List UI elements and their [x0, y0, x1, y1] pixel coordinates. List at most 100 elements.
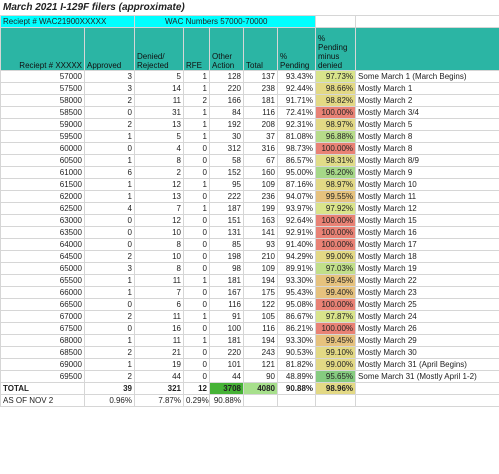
cell-total[interactable]: 116 [243, 322, 278, 335]
cell-total[interactable]: 121 [243, 358, 278, 371]
total-cell-pending[interactable]: 90.88% [276, 382, 317, 395]
cell-rfe[interactable]: 0 [183, 166, 210, 179]
cell-denied[interactable]: 12 [134, 178, 184, 191]
asof-cell-approved[interactable]: 0.96% [84, 394, 135, 407]
cell-denied[interactable]: 8 [134, 262, 184, 275]
total-cell-denied[interactable]: 321 [134, 382, 184, 395]
cell-pmd[interactable]: 100.00% [315, 298, 357, 311]
cell-pmd[interactable]: 98.97% [315, 118, 357, 131]
cell-note[interactable]: Mostly March 24 [355, 310, 499, 323]
cell-rfe[interactable]: 1 [183, 178, 210, 191]
cell-approved[interactable]: 6 [84, 166, 135, 179]
cell-approved[interactable]: 1 [84, 334, 135, 347]
cell-other[interactable]: 30 [209, 130, 244, 143]
cell-approved[interactable]: 0 [84, 214, 135, 227]
cell-other[interactable]: 91 [209, 310, 244, 323]
cell-rfe[interactable]: 0 [183, 226, 210, 239]
cell-rfe[interactable]: 1 [183, 334, 210, 347]
cell-pmd[interactable]: 100.00% [315, 214, 357, 227]
cell-id[interactable]: 57500 [0, 82, 85, 95]
cell-pending[interactable]: 91.40% [276, 238, 317, 251]
cell-total[interactable]: 199 [243, 202, 278, 215]
cell-denied[interactable]: 11 [134, 310, 184, 323]
total-cell-approved[interactable]: 39 [84, 382, 135, 395]
total-cell-other[interactable]: 3708 [209, 382, 244, 395]
cell-note[interactable]: Mostly March 2 [355, 94, 499, 107]
cell-other[interactable]: 220 [209, 346, 244, 359]
cell-approved[interactable]: 0 [84, 298, 135, 311]
cell-approved[interactable]: 3 [84, 70, 135, 83]
cell-note[interactable]: Mostly March 26 [355, 322, 499, 335]
cell-other[interactable]: 187 [209, 202, 244, 215]
cell-approved[interactable]: 2 [84, 94, 135, 107]
cell-id[interactable]: 66000 [0, 286, 85, 299]
cell-denied[interactable]: 19 [134, 358, 184, 371]
cell-denied[interactable]: 7 [134, 286, 184, 299]
cell-total[interactable]: 122 [243, 298, 278, 311]
cell-id[interactable]: 66500 [0, 298, 85, 311]
cell-note[interactable]: Mostly March 16 [355, 226, 499, 239]
cell-other[interactable]: 98 [209, 262, 244, 275]
cell-note[interactable]: Mostly March 3/4 [355, 106, 499, 119]
cell-denied[interactable]: 4 [134, 142, 184, 155]
cell-id[interactable]: 59500 [0, 130, 85, 143]
cell-denied[interactable]: 11 [134, 334, 184, 347]
cell-id[interactable]: 62500 [0, 202, 85, 215]
cell-pmd[interactable]: 99.40% [315, 286, 357, 299]
cell-pmd[interactable]: 96.20% [315, 166, 357, 179]
col-header-other[interactable]: Other Action [209, 27, 244, 71]
asof-cell-rfe[interactable]: 0.29% [183, 394, 210, 407]
cell-other[interactable]: 192 [209, 118, 244, 131]
cell-approved[interactable]: 2 [84, 250, 135, 263]
cell-id[interactable]: 67500 [0, 322, 85, 335]
cell-pending[interactable]: 98.73% [276, 142, 317, 155]
cell-rfe[interactable]: 1 [183, 82, 210, 95]
cell-pending[interactable]: 92.31% [276, 118, 317, 131]
cell-pending[interactable]: 93.97% [276, 202, 317, 215]
cell-total[interactable]: 37 [243, 130, 278, 143]
cell-denied[interactable]: 8 [134, 154, 184, 167]
cell-denied[interactable]: 13 [134, 118, 184, 131]
cell-denied[interactable]: 11 [134, 274, 184, 287]
cell-id[interactable]: 60000 [0, 142, 85, 155]
cell-other[interactable]: 198 [209, 250, 244, 263]
col-header-total[interactable]: Total [243, 27, 278, 71]
cell-rfe[interactable]: 1 [183, 274, 210, 287]
cell-pmd[interactable]: 97.73% [315, 70, 357, 83]
cell-pmd[interactable]: 99.00% [315, 358, 357, 371]
cell-denied[interactable]: 31 [134, 106, 184, 119]
cell-id[interactable]: 67000 [0, 310, 85, 323]
cell-total[interactable]: 181 [243, 94, 278, 107]
cell-denied[interactable]: 2 [134, 166, 184, 179]
cell-denied[interactable]: 8 [134, 238, 184, 251]
col-header-approved[interactable]: Approved [84, 27, 135, 71]
cell-pending[interactable]: 95.43% [276, 286, 317, 299]
total-cell-blank[interactable] [355, 382, 499, 395]
cell-pending[interactable]: 91.71% [276, 94, 317, 107]
cell-id[interactable]: 69500 [0, 370, 85, 383]
cell-pending[interactable]: 87.16% [276, 178, 317, 191]
cell-denied[interactable]: 11 [134, 94, 184, 107]
cell-approved[interactable]: 1 [84, 190, 135, 203]
subheader-wac[interactable]: WAC Numbers 57000-70000 [133, 15, 317, 28]
cell-approved[interactable]: 0 [84, 238, 135, 251]
cell-approved[interactable]: 1 [84, 358, 135, 371]
cell-note[interactable]: Mostly March 30 [355, 346, 499, 359]
cell-pmd[interactable]: 100.00% [315, 142, 357, 155]
cell-pending[interactable]: 86.67% [276, 310, 317, 323]
cell-other[interactable]: 167 [209, 286, 244, 299]
cell-id[interactable]: 65000 [0, 262, 85, 275]
cell-denied[interactable]: 16 [134, 322, 184, 335]
cell-total[interactable]: 116 [243, 106, 278, 119]
cell-denied[interactable]: 5 [134, 130, 184, 143]
cell-total[interactable]: 90 [243, 370, 278, 383]
cell-note[interactable]: Mostly March 15 [355, 214, 499, 227]
cell-total[interactable]: 105 [243, 310, 278, 323]
cell-total[interactable]: 160 [243, 166, 278, 179]
cell-pending[interactable]: 48.89% [276, 370, 317, 383]
cell-note[interactable]: Mostly March 25 [355, 298, 499, 311]
cell-approved[interactable]: 0 [84, 226, 135, 239]
cell-pmd[interactable]: 97.87% [315, 310, 357, 323]
cell-note[interactable]: Mostly March 5 [355, 118, 499, 131]
cell-rfe[interactable]: 0 [183, 286, 210, 299]
